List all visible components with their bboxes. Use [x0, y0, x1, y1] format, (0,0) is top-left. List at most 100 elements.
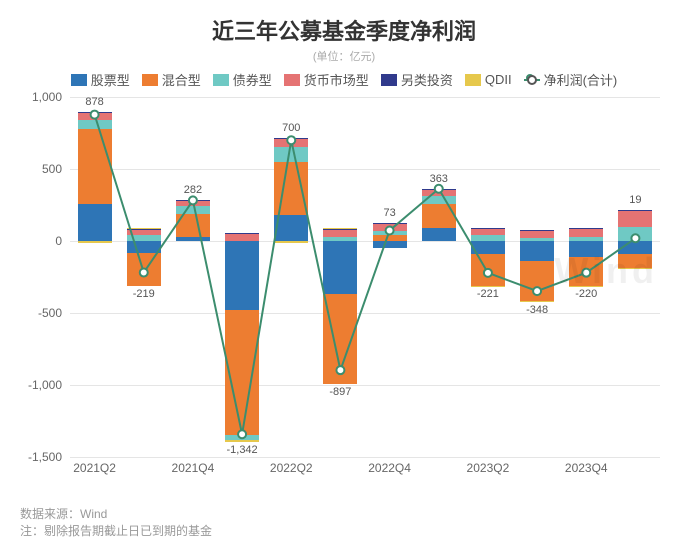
- y-axis: -1,500-1,000-50005001,000: [20, 97, 70, 457]
- data-label: -219: [133, 288, 155, 300]
- bar-segment: [225, 241, 259, 310]
- bar-segment: [176, 201, 210, 207]
- chart-area: -1,500-1,000-50005001,000 878-219282-1,3…: [20, 97, 660, 497]
- legend-item: 债券型: [213, 70, 272, 89]
- data-label: -221: [477, 288, 499, 300]
- bar-group: [176, 97, 210, 457]
- data-label: 282: [184, 184, 202, 196]
- bar-segment: [520, 241, 554, 261]
- legend-label: 混合型: [162, 70, 201, 89]
- legend-swatch: [142, 74, 158, 86]
- legend-swatch: [524, 79, 540, 81]
- bar-segment: [176, 237, 210, 241]
- bar-segment: [127, 235, 161, 241]
- bar-group: [520, 97, 554, 457]
- bar-segment: [422, 189, 456, 196]
- data-label: -348: [526, 304, 548, 316]
- data-label: -1,342: [226, 444, 257, 456]
- legend-label: QDII: [485, 72, 512, 87]
- bar-segment: [373, 231, 407, 235]
- bar-segment: [176, 206, 210, 213]
- bar-segment: [127, 253, 161, 286]
- bar-segment: [471, 241, 505, 254]
- data-label: 700: [282, 122, 300, 134]
- x-tick: 2023Q4: [565, 461, 608, 475]
- bar-segment: [127, 229, 161, 230]
- bar-group: [274, 97, 308, 457]
- data-label: -897: [329, 386, 351, 398]
- bar-segment: [569, 228, 603, 237]
- unit-label: (单位：亿元): [20, 48, 668, 64]
- legend-item: 另类投资: [381, 70, 453, 89]
- x-tick: 2021Q4: [172, 461, 215, 475]
- bar-segment: [78, 120, 112, 129]
- footer: 数据来源：Wind 注：剔除报告期截止日已到期的基金: [20, 506, 212, 540]
- footer-source: 数据来源：Wind: [20, 506, 212, 523]
- bar-segment: [127, 228, 161, 229]
- legend-item: 净利润(合计): [524, 70, 618, 89]
- bar-segment: [78, 112, 112, 113]
- bar-segment: [78, 113, 112, 120]
- legend-label: 净利润(合计): [544, 70, 618, 89]
- bar-group: [323, 97, 357, 457]
- x-tick: 2021Q2: [73, 461, 116, 475]
- bar-segment: [520, 238, 554, 241]
- bar-segment: [78, 204, 112, 241]
- bar-segment: [274, 215, 308, 241]
- bar-segment: [127, 229, 161, 235]
- legend-swatch: [213, 74, 229, 86]
- bar-segment: [323, 294, 357, 383]
- bar-segment: [323, 241, 357, 294]
- data-label: 73: [383, 207, 395, 219]
- bar-segment: [274, 138, 308, 139]
- bar-segment: [471, 286, 505, 287]
- legend-label: 货币市场型: [304, 70, 369, 89]
- bar-segment: [618, 211, 652, 227]
- y-tick: -1,500: [28, 450, 62, 464]
- bar-group: [471, 97, 505, 457]
- bar-segment: [471, 254, 505, 286]
- x-tick: 2022Q2: [270, 461, 313, 475]
- bar-segment: [225, 234, 259, 241]
- legend-swatch: [381, 74, 397, 86]
- bar-segment: [323, 229, 357, 236]
- bar-segment: [323, 228, 357, 229]
- legend-label: 债券型: [233, 70, 272, 89]
- x-tick: 2022Q4: [368, 461, 411, 475]
- legend-item: 混合型: [142, 70, 201, 89]
- footer-note: 注：剔除报告期截止日已到期的基金: [20, 523, 212, 540]
- bar-segment: [323, 237, 357, 241]
- legend-label: 股票型: [91, 70, 130, 89]
- legend-item: 股票型: [71, 70, 130, 89]
- bar-segment: [373, 224, 407, 231]
- bar-group: [422, 97, 456, 457]
- bar-segment: [471, 235, 505, 241]
- bar-segment: [127, 241, 161, 253]
- legend-swatch: [284, 74, 300, 86]
- bar-segment: [618, 227, 652, 241]
- bar-segment: [520, 261, 554, 301]
- legend-swatch: [71, 74, 87, 86]
- bar-group: [373, 97, 407, 457]
- bar-segment: [422, 196, 456, 203]
- legend-item: QDII: [465, 70, 512, 89]
- y-tick: 500: [42, 162, 62, 176]
- x-tick: 2023Q2: [467, 461, 510, 475]
- x-axis: 2021Q2 2021Q4 2022Q2 2022Q4 2023Q2 2023Q4: [70, 457, 660, 497]
- data-label: 363: [430, 173, 448, 185]
- bar-segment: [78, 241, 112, 243]
- legend-swatch: [465, 74, 481, 86]
- watermark: Wind: [554, 250, 658, 292]
- bar-segment: [176, 214, 210, 237]
- legend: 股票型 混合型 债券型 货币市场型另类投资 QDII 净利润(合计): [20, 70, 668, 89]
- data-label: 19: [629, 194, 641, 206]
- chart-title: 近三年公募基金季度净利润: [20, 14, 668, 46]
- y-tick: 1,000: [32, 90, 62, 104]
- bar-segment: [422, 228, 456, 241]
- bar-group: [225, 97, 259, 457]
- bar-group: [127, 97, 161, 457]
- y-tick: -500: [38, 306, 62, 320]
- bar-segment: [274, 147, 308, 161]
- bar-segment: [274, 162, 308, 215]
- bar-segment: [373, 241, 407, 248]
